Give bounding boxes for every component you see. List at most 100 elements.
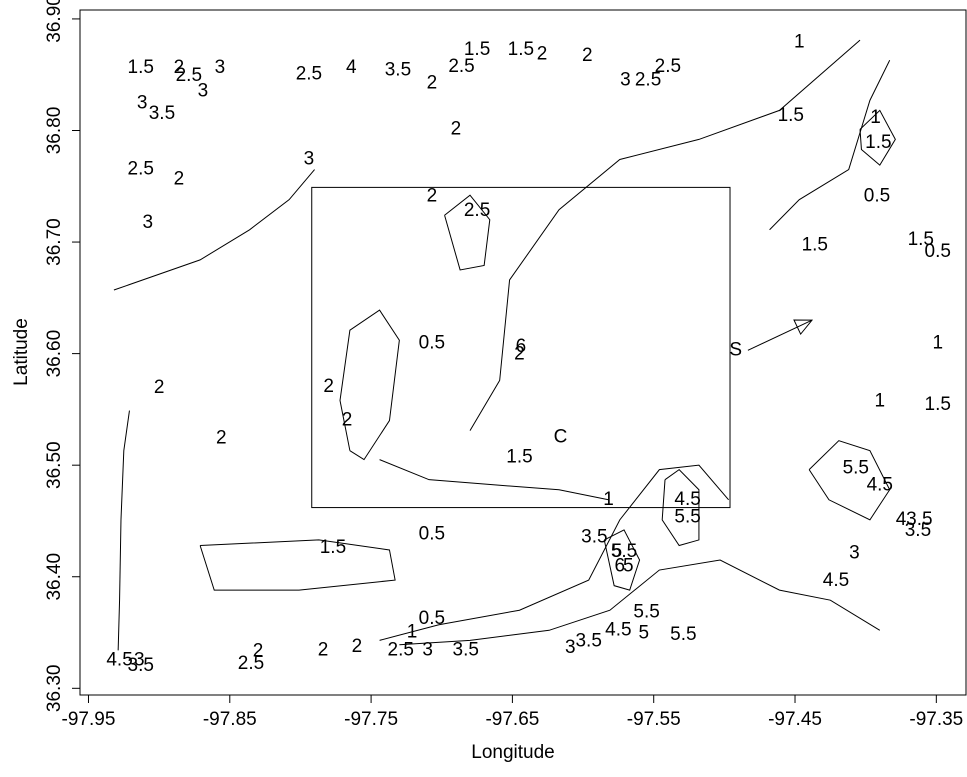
contour-label: 4.5 [823, 570, 849, 591]
contour-label: 3 [134, 649, 145, 670]
plot-frame [79, 9, 967, 696]
contour-label: 2.5 [238, 653, 264, 674]
contour-label: 2 [427, 73, 438, 94]
contour-line [469, 39, 861, 431]
contour-line [444, 194, 491, 271]
contour-label: 0.5 [925, 241, 951, 262]
contour-label: 2.5 [128, 159, 154, 180]
contour-label: 6 [615, 556, 626, 577]
contour-label: 3 [198, 80, 209, 101]
contour-label: 3 [143, 212, 154, 233]
contour-label: 3 [137, 93, 148, 114]
contour-line [339, 309, 400, 461]
contour-label: 1.5 [925, 394, 951, 415]
contour-label: S [729, 339, 742, 360]
contour-label: 2.5 [655, 56, 681, 77]
contour-label: 4.5 [867, 474, 893, 495]
contour-label: 1.5 [506, 446, 532, 467]
contour-label: 4.5 [106, 649, 132, 670]
contour-line [117, 410, 130, 651]
x-axis-title: Longitude [471, 742, 554, 763]
contour-label: 0.5 [419, 523, 445, 544]
contour-label: 1.5 [778, 105, 804, 126]
x-tick-label: -97.55 [627, 709, 681, 730]
contour-label: 1.5 [508, 39, 534, 60]
contour-label: 5.5 [674, 507, 700, 528]
contour-label: C [554, 426, 568, 447]
contour-label: 1.5 [320, 537, 346, 558]
arrow [747, 319, 813, 351]
contour-label: 1.5 [802, 234, 828, 255]
contour-label: 5.5 [611, 541, 637, 562]
contour-label: 2.5 [388, 639, 414, 660]
y-tick-label: 36.50 [44, 441, 65, 489]
y-tick-label: 36.70 [44, 218, 65, 266]
contour-line [399, 559, 881, 646]
contour-label: 1 [932, 333, 943, 354]
contour-label: 5 [639, 623, 650, 644]
contour-label: 2 [216, 427, 227, 448]
contour-line [603, 529, 641, 591]
contour-label: 2 [323, 376, 334, 397]
contour-label: 2 [342, 410, 353, 431]
contour-label: 2 [174, 57, 185, 78]
contour-label: 3.5 [581, 527, 607, 548]
x-tick-label: -97.95 [62, 709, 116, 730]
contour-label: 3 [620, 69, 631, 90]
contour-line [113, 169, 315, 291]
contour-label: 2.5 [448, 56, 474, 77]
contour-label: 3 [304, 149, 315, 170]
contour-line [661, 468, 700, 547]
contour-label: 3.5 [453, 639, 479, 660]
contour-label: 1 [407, 622, 418, 643]
contour-label: 2 [174, 169, 185, 190]
y-tick-label: 36.80 [44, 107, 65, 155]
contour-label: 3 [849, 542, 860, 563]
contour-label: 3.5 [905, 520, 931, 541]
x-tick-label: -97.65 [485, 709, 539, 730]
contour-label: 1.5 [128, 57, 154, 78]
contour-label: 5 [623, 556, 634, 577]
contour-label: 2 [451, 118, 462, 139]
contour-label: 2.5 [635, 69, 661, 90]
contour-label: 3.5 [128, 655, 154, 676]
contour-label: 2.5 [176, 65, 202, 86]
contour-label: 3.5 [149, 103, 175, 124]
contour-label: 6 [516, 336, 527, 357]
contour-label: 5.5 [670, 624, 696, 645]
study-box [311, 186, 731, 509]
arrow-head [793, 319, 814, 336]
y-tick-label: 36.30 [44, 665, 65, 713]
contour-label: 3 [215, 57, 226, 78]
contour-label: 4.5 [674, 489, 700, 510]
contour-label: 5.5 [843, 458, 869, 479]
contour-label: 1 [870, 107, 881, 128]
contour-label: 0.5 [419, 333, 445, 354]
contour-label: 1.5 [464, 39, 490, 60]
contour-label: 3.5 [575, 630, 601, 651]
x-tick-label: -97.75 [344, 709, 398, 730]
contour-label: 3 [422, 639, 433, 660]
contour-line [379, 459, 609, 501]
contour-label: 3 [565, 637, 576, 658]
x-tick-label: -97.85 [203, 709, 257, 730]
contour-label: 2 [154, 377, 165, 398]
contour-label: 2.5 [464, 200, 490, 221]
contour-line [859, 109, 896, 166]
contour-label: 5.5 [633, 601, 659, 622]
contour-label: 1.5 [865, 132, 891, 153]
contour-label: 0.5 [864, 185, 890, 206]
contour-label: 0.5 [419, 608, 445, 629]
contour-label: 1.5 [908, 229, 934, 250]
contour-label: 2.5 [296, 64, 322, 85]
y-tick-label: 36.60 [44, 330, 65, 378]
contour-line [769, 59, 891, 231]
y-tick-label: 36.90 [44, 0, 65, 43]
contour-label: 4 [896, 509, 907, 530]
contour-label: 3.5 [906, 509, 932, 530]
contour-label: 1 [603, 489, 614, 510]
contour-label: 3.5 [385, 59, 411, 80]
contour-label: 2 [582, 45, 593, 66]
contour-label: 1 [875, 391, 886, 412]
